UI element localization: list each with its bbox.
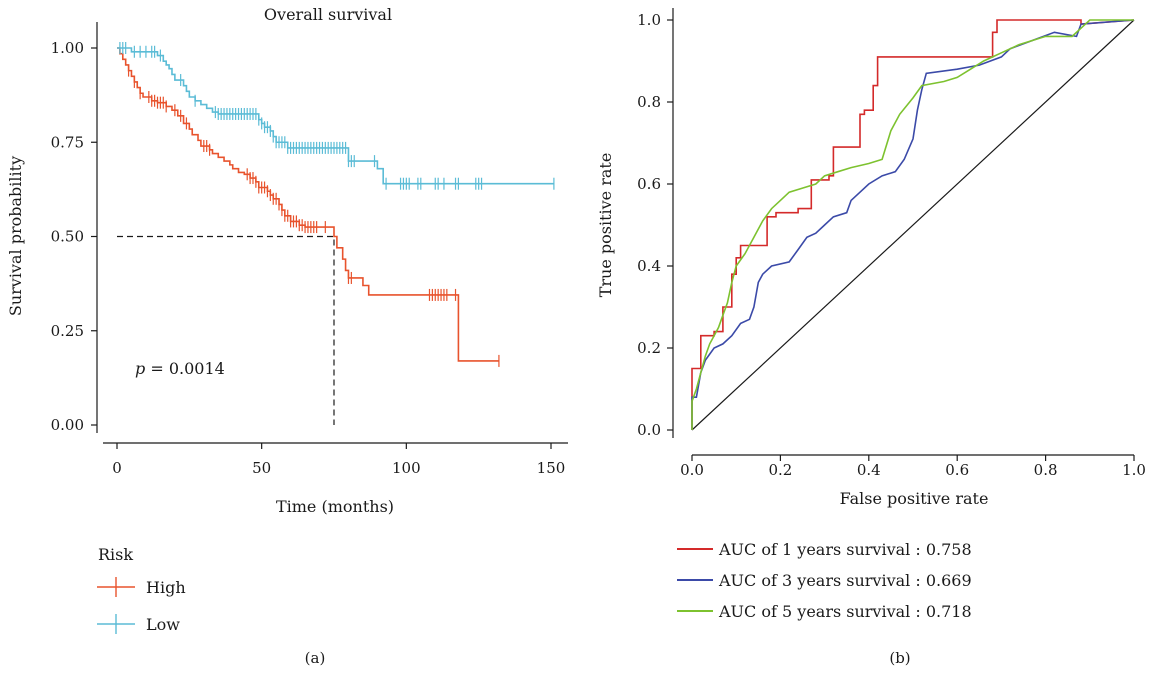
x-tick-label: 0.4	[857, 461, 881, 479]
x-tick-label: 0	[112, 459, 122, 477]
high-risk-curve	[117, 47, 499, 362]
y-tick-label: 1.0	[637, 11, 661, 29]
x-tick-label: 100	[392, 459, 421, 477]
p-value: = 0.0014	[145, 359, 225, 378]
legend-title: Risk	[98, 545, 133, 564]
roc-5-year-curve	[691, 19, 1134, 430]
median-reference-line	[117, 235, 335, 425]
x-tick-label: 0.2	[768, 461, 792, 479]
panel-b-label: (b)	[889, 649, 910, 667]
x-axis-ticks: 0 50 100 150	[112, 443, 565, 477]
roc-chart: 0.0 0.2 0.4 0.6 0.8 1.0 0.0 0.2 0.4 0.6 0.8 1.0 Fa…	[596, 8, 1146, 667]
legend-high-label: High	[146, 578, 186, 597]
legend-label-1: AUC of 1 years survival : 0.758	[718, 540, 972, 559]
diagonal-reference-line	[691, 19, 1135, 431]
y-axis-title: True positive rate	[596, 153, 615, 298]
legend-low-label: Low	[146, 615, 180, 634]
y-axis-ticks: 0.00 0.25 0.50 0.75 1.00	[51, 39, 97, 434]
legend-entries: High Low	[97, 577, 186, 634]
x-tick-label: 0.6	[945, 461, 969, 479]
y-tick-label: 0.6	[637, 175, 661, 193]
roc-legend: AUC of 1 years survival : 0.758 AUC of 3 …	[677, 540, 972, 621]
legend-label-3: AUC of 5 years survival : 0.718	[718, 602, 972, 621]
survival-curves	[117, 42, 555, 425]
roc-3-year-curve	[691, 19, 1135, 430]
x-tick-label: 1.0	[1122, 461, 1146, 479]
y-tick-label: 0.0	[637, 421, 661, 439]
y-axis-title: Survival probability	[6, 156, 25, 316]
p-value-annotation: p = 0.0014	[135, 359, 225, 378]
x-tick-label: 150	[537, 459, 566, 477]
x-tick-label: 0.0	[680, 461, 704, 479]
y-axis-ticks: 0.0 0.2 0.4 0.6 0.8 1.0	[637, 11, 673, 439]
y-tick-label: 1.00	[51, 39, 84, 57]
x-tick-label: 50	[252, 459, 271, 477]
legend-label-2: AUC of 3 years survival : 0.669	[718, 571, 972, 590]
survival-legend: Risk High Low	[97, 545, 186, 634]
y-tick-label: 0.4	[637, 257, 661, 275]
x-axis-title: Time (months)	[276, 497, 394, 516]
x-axis-ticks: 0.0 0.2 0.4 0.6 0.8 1.0	[680, 455, 1146, 479]
y-tick-label: 0.00	[51, 416, 84, 434]
x-tick-label: 0.8	[1034, 461, 1058, 479]
survival-chart: Overall survival 0.00 0.25 0.50 0.75 1.00 0 5…	[6, 5, 568, 667]
panel-a-label: (a)	[305, 649, 326, 667]
chart-title: Overall survival	[264, 5, 392, 24]
y-tick-label: 0.75	[51, 133, 84, 151]
x-axis-title: False positive rate	[840, 489, 989, 508]
p-symbol: p	[135, 359, 145, 378]
y-tick-label: 0.25	[51, 322, 84, 340]
y-tick-label: 0.2	[637, 339, 661, 357]
y-tick-label: 0.8	[637, 93, 661, 111]
y-tick-label: 0.50	[51, 228, 84, 246]
roc-curves	[691, 19, 1135, 431]
